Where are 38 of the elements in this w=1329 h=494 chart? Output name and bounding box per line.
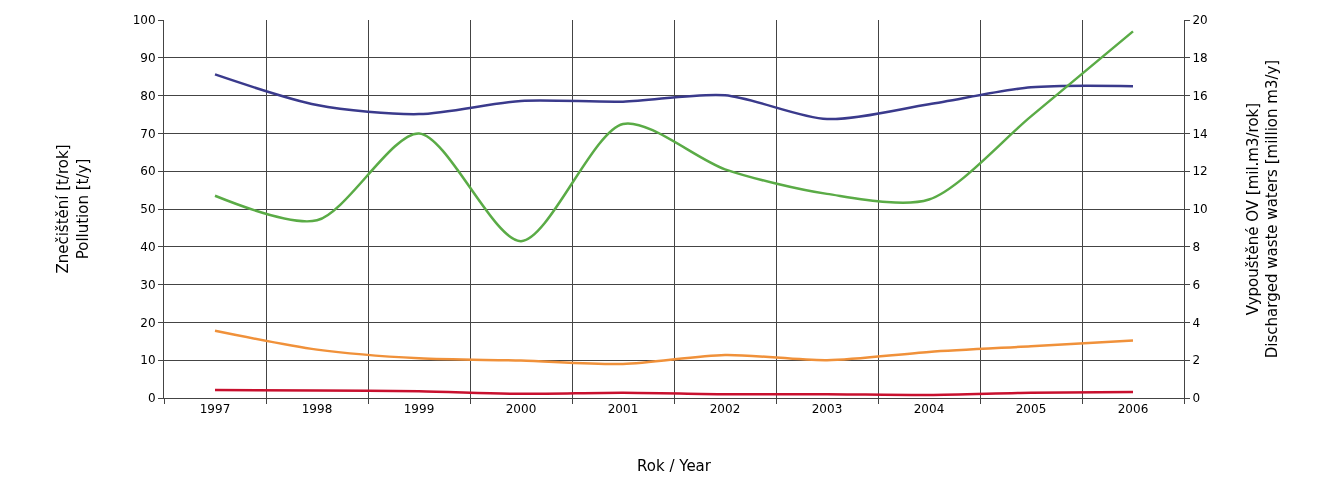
y-tick-label: 40 <box>140 240 156 254</box>
y2-tick-label: 20 <box>1192 13 1208 28</box>
x-tick-label: 1998 <box>301 402 333 417</box>
y2-tick-label: 14 <box>1192 126 1208 141</box>
x-tick-label: 1999 <box>403 402 435 417</box>
y2-tick-label: 18 <box>1192 51 1208 65</box>
y-tick-label: 30 <box>140 277 156 292</box>
y-tick-label: 90 <box>140 51 156 65</box>
y2-tick-label: 0 <box>1192 391 1201 406</box>
y2-tick-label: 2 <box>1192 353 1201 368</box>
x-tick-label: 1997 <box>199 402 231 417</box>
y-tick-label: 60 <box>140 164 156 179</box>
line-series <box>213 30 1135 243</box>
x-tick-label: 2000 <box>505 402 537 417</box>
line-series <box>213 73 1135 121</box>
y-tick-label: 70 <box>140 126 156 141</box>
x-axis-title: Rok / Year <box>637 457 712 476</box>
y2-tick-label: 8 <box>1192 240 1201 254</box>
y2-tick-label: 6 <box>1192 277 1201 292</box>
y-tick-label: 50 <box>140 202 156 217</box>
y-tick-label: 20 <box>140 315 156 330</box>
x-tick-label: 2006 <box>1117 402 1149 417</box>
x-tick-label: 2004 <box>913 402 945 417</box>
y-tick-label: 10 <box>140 353 156 368</box>
line-series <box>213 329 1135 366</box>
y-tick-label: 80 <box>140 88 156 103</box>
y2-tick-label: 4 <box>1192 315 1201 330</box>
y-tick-label: 0 <box>147 391 156 406</box>
y-tick-label: 100 <box>132 13 156 28</box>
y2-tick-label: 16 <box>1192 88 1208 103</box>
y-axis-title: Znečištění [t/rok] Pollution [t/y] <box>54 144 92 274</box>
x-tick-label: 2001 <box>607 402 639 417</box>
y2-tick-label: 10 <box>1192 202 1208 217</box>
x-tick-label: 2003 <box>811 402 843 417</box>
y2-axis-title: Vypouštěné OV [mil.m3/rok] Discharged waste waters [million m3/y] <box>1243 59 1282 359</box>
x-tick-label: 2002 <box>709 402 741 417</box>
x-tick-label: 2005 <box>1015 402 1047 417</box>
y2-tick-label: 12 <box>1192 164 1208 179</box>
